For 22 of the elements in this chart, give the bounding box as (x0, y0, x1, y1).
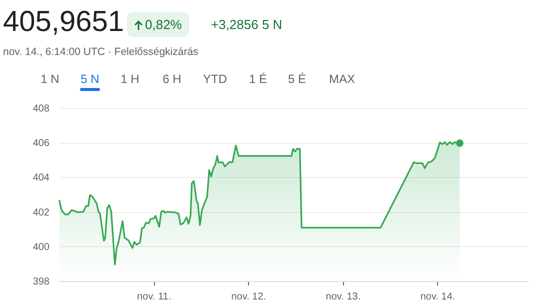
y-tick-label: 402 (32, 207, 50, 218)
text: 5 N (80, 72, 100, 86)
x-tick-label: nov. 13. (326, 292, 361, 302)
y-tick-label: 398 (32, 276, 50, 288)
text: 6 H (162, 72, 182, 86)
text: 5 É (288, 72, 306, 86)
text: +3,2856 5 N (211, 17, 282, 32)
chart-title: 405,9651 (3, 6, 124, 39)
x-tick-label: nov. 12. (231, 292, 266, 302)
text: MAX (328, 72, 356, 86)
y-tick-label: 400 (32, 242, 50, 253)
x-tick-label: nov. 11. (137, 292, 172, 302)
text: 1 N (40, 72, 60, 86)
text: 1 H (120, 72, 140, 86)
text: YTD (203, 72, 227, 86)
y-tick-label: 408 (32, 104, 50, 114)
y-tick-label: 406 (32, 138, 50, 150)
text: 1 É (248, 72, 268, 86)
x-tick-label: nov. 14. (420, 292, 456, 302)
y-tick-label: 404 (32, 172, 50, 184)
chart-subtitle: nov. 14., 6:14:00 UTC · Felelősségkizárás (3, 46, 198, 58)
text: 0,82% (145, 17, 182, 32)
